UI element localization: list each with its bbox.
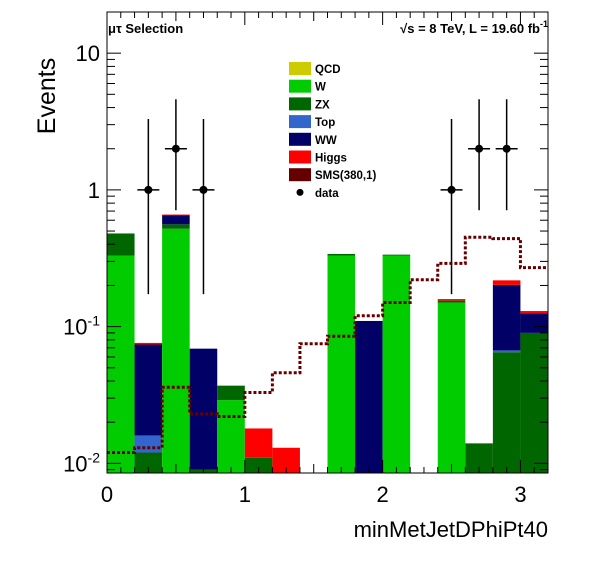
- sqrt-s: √s: [400, 21, 414, 36]
- bar-higgs-bin-12: [437, 299, 466, 301]
- bar-ww-bin-3: [189, 348, 218, 470]
- lumi-exponent: -1: [540, 19, 548, 29]
- legend-label-data: data: [315, 188, 339, 200]
- bar-zx-bin-2: [162, 224, 190, 229]
- x-tick-label: 1: [239, 482, 251, 507]
- bar-ww-bin-15: [520, 313, 548, 333]
- data-point-2: [199, 185, 208, 194]
- y-tick-exponent: -1: [88, 313, 101, 329]
- bar-higgs-bin-5: [244, 428, 273, 458]
- legend-label-zx: ZX: [315, 99, 330, 111]
- bar-zx-bin-5: [244, 457, 273, 473]
- bar-zx-bin-0: [107, 233, 135, 256]
- y-axis-label: Events: [33, 58, 61, 134]
- y-tick-base: 10: [63, 315, 87, 340]
- x-tick-label: 2: [377, 482, 389, 507]
- bar-zx-bin-4: [217, 385, 245, 401]
- legend-swatch-higgs: [289, 150, 311, 164]
- bar-top-bin-1: [134, 435, 163, 453]
- legend-swatch-sms-380-1-: [289, 168, 311, 182]
- axis-ticks: [106, 11, 549, 473]
- bar-ww-bin-14: [492, 284, 521, 351]
- bar-w-bin-2: [162, 228, 190, 473]
- legend: QCD W ZX Top WW Higgs SMS(380,1) data: [289, 62, 377, 200]
- y-tick-base: 10: [63, 451, 87, 476]
- bar-w-bin-10: [382, 255, 411, 473]
- bar-zx-bin-1: [134, 452, 163, 473]
- bar-w-bin-8: [327, 255, 356, 473]
- data-point-1: [171, 144, 180, 153]
- legend-label-ww: WW: [315, 135, 337, 147]
- legend-swatch-ww: [289, 132, 311, 146]
- bar-top-bin-14: [492, 350, 521, 353]
- legend-label-sms-380-1-: SMS(380,1): [315, 170, 377, 182]
- legend-swatch-qcd: [289, 62, 311, 75]
- bar-higgs-bin-1: [134, 342, 163, 345]
- bar-ww-bin-9: [355, 320, 383, 473]
- legend-label-top: Top: [315, 117, 335, 129]
- legend-label-qcd: QCD: [315, 64, 341, 76]
- bar-zx-bin-10: [382, 254, 411, 256]
- x-tick-label: 3: [514, 482, 526, 507]
- bar-zx-bin-12: [437, 300, 466, 303]
- data-points: [137, 99, 518, 295]
- signal-outline: [107, 235, 548, 455]
- y-tick-base: 10: [76, 41, 100, 66]
- y-tick-label: 10-2: [63, 449, 100, 476]
- data-point-4: [475, 144, 484, 153]
- y-tick-label: 10-1: [63, 313, 100, 340]
- stack-bars: [107, 214, 548, 473]
- bar-w-bin-12: [437, 302, 466, 473]
- legend-marker-data: [296, 188, 304, 196]
- bar-ww-bin-2: [162, 215, 190, 225]
- x-tick-label: 0: [101, 482, 113, 507]
- legend-swatch-zx: [289, 97, 311, 111]
- bar-zx-bin-8: [327, 253, 356, 256]
- bar-higgs-bin-15: [520, 311, 548, 314]
- signal-sms-line: [107, 235, 548, 455]
- bar-w-bin-0: [107, 255, 135, 473]
- data-point-5: [502, 144, 511, 153]
- luminosity-label: √s = 8 TeV, L = 19.60 fb-1: [400, 19, 548, 36]
- y-tick-label: 10: [76, 41, 100, 66]
- legend-swatch-w: [289, 79, 311, 93]
- legend-label-w: W: [315, 82, 326, 94]
- y-tick-label: 1: [88, 178, 100, 203]
- legend-label-higgs: Higgs: [315, 153, 347, 165]
- bar-higgs-bin-14: [492, 280, 521, 285]
- lumi-text: = 8 TeV, L = 19.60 fb: [414, 21, 540, 36]
- bar-ww-bin-1: [134, 344, 163, 436]
- bar-zx-bin-15: [520, 332, 548, 473]
- legend-swatch-top: [289, 115, 311, 129]
- y-tick-base: 1: [88, 178, 100, 203]
- data-point-3: [447, 185, 456, 194]
- y-tick-exponent: -2: [88, 449, 101, 465]
- x-axis-label: minMetJetDPhiPt40: [354, 517, 548, 542]
- chart-title: μτ Selection: [108, 21, 183, 36]
- bar-w-bin-4: [217, 400, 245, 473]
- bar-zx-bin-14: [492, 352, 521, 473]
- bar-higgs-bin-2: [162, 214, 190, 216]
- data-point-0: [144, 185, 153, 194]
